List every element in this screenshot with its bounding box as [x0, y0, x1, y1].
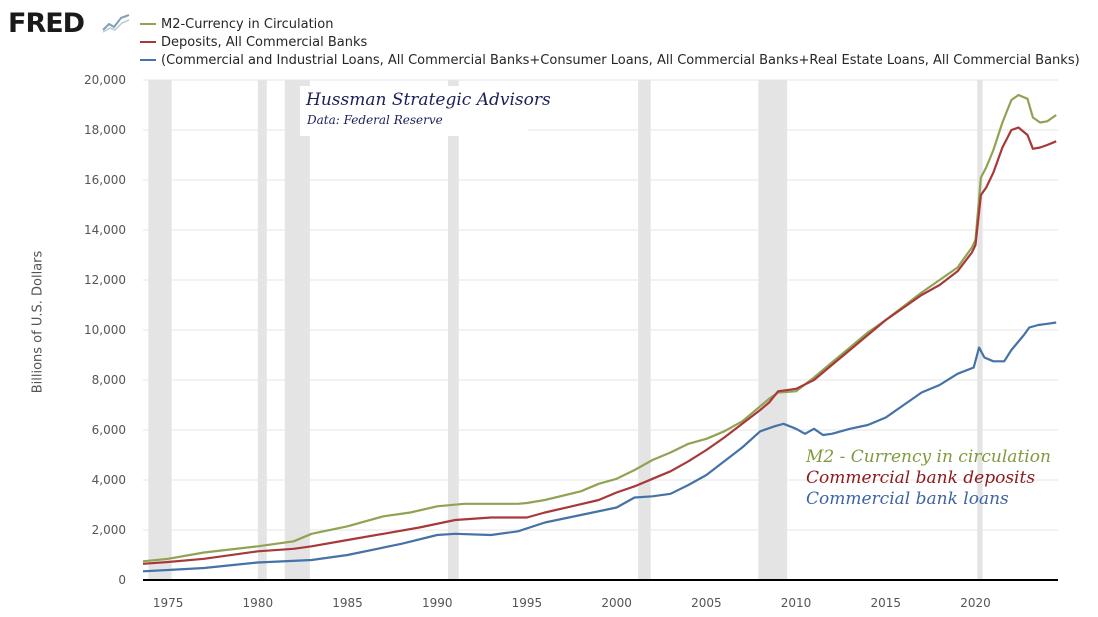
series-annotation-labels: M2 - Currency in circulation Commercial …	[806, 447, 1051, 510]
legend-item-m2: M2-Currency in Circulation	[140, 15, 1080, 33]
x-tick-label-1995: 1995	[512, 596, 543, 610]
y-tick-label-14000: 14,000	[84, 223, 126, 237]
series-line-loans	[142, 321, 1057, 573]
legend-swatch-loans	[140, 59, 156, 61]
series-label-loans: Commercial bank loans	[806, 489, 1009, 509]
y-tick-label-2000: 2,000	[92, 523, 126, 537]
x-tick-label-2005: 2005	[691, 596, 722, 610]
legend-label-deposits: Deposits, All Commercial Banks	[161, 34, 368, 50]
series-label-m2: M2 - Currency in circulation	[806, 447, 1051, 467]
x-tick-label-2015: 2015	[870, 596, 901, 610]
y-tick-label-16000: 16,000	[84, 173, 126, 187]
x-tick-label-2020: 2020	[960, 596, 991, 610]
y-tick-label-0: 0	[118, 573, 126, 587]
x-tick-label-1975: 1975	[153, 596, 184, 610]
chart-legend: M2-Currency in Circulation Deposits, All…	[140, 15, 1080, 69]
y-tick-label-4000: 4,000	[92, 473, 126, 487]
grid-lines	[143, 79, 1058, 531]
fred-logo: FRED	[8, 8, 85, 39]
series-label-deposits: Commercial bank deposits	[806, 468, 1036, 488]
x-tick-labels: 1975 1980 1985 1990 1995 2000 2005 2010 2015 2020	[153, 596, 991, 610]
x-tick-label-1990: 1990	[422, 596, 453, 610]
series-line-m2	[142, 93, 1057, 563]
y-tick-label-10000: 10,000	[84, 323, 126, 337]
legend-item-loans: (Commercial and Industrial Loans, All Co…	[140, 51, 1080, 69]
y-tick-labels: 0 2,000 4,000 6,000 8,000 10,000 12,000 14,000 1…	[84, 73, 126, 587]
x-tick-label-1985: 1985	[332, 596, 363, 610]
y-tick-label-18000: 18,000	[84, 123, 126, 137]
legend-label-m2: M2-Currency in Circulation	[161, 16, 334, 32]
legend-swatch-m2	[140, 23, 156, 25]
legend-label-loans: (Commercial and Industrial Loans, All Co…	[161, 52, 1080, 68]
x-tick-label-2000: 2000	[601, 596, 632, 610]
series-lines	[142, 93, 1057, 573]
y-tick-label-8000: 8,000	[92, 373, 126, 387]
legend-swatch-deposits	[140, 41, 156, 43]
chart-line-icon	[101, 12, 131, 34]
x-tick-label-2010: 2010	[781, 596, 812, 610]
annotation-subtitle: Data: Federal Reserve	[307, 113, 443, 127]
y-tick-label-12000: 12,000	[84, 273, 126, 287]
series-line-deposits	[142, 126, 1057, 565]
annotation-title: Hussman Strategic Advisors	[306, 90, 551, 110]
y-tick-label-6000: 6,000	[92, 423, 126, 437]
x-tick-label-1980: 1980	[243, 596, 274, 610]
annotation-box: Hussman Strategic Advisors Data: Federal…	[300, 86, 551, 136]
legend-item-deposits: Deposits, All Commercial Banks	[140, 33, 1080, 51]
y-tick-label-20000: 20,000	[84, 73, 126, 87]
